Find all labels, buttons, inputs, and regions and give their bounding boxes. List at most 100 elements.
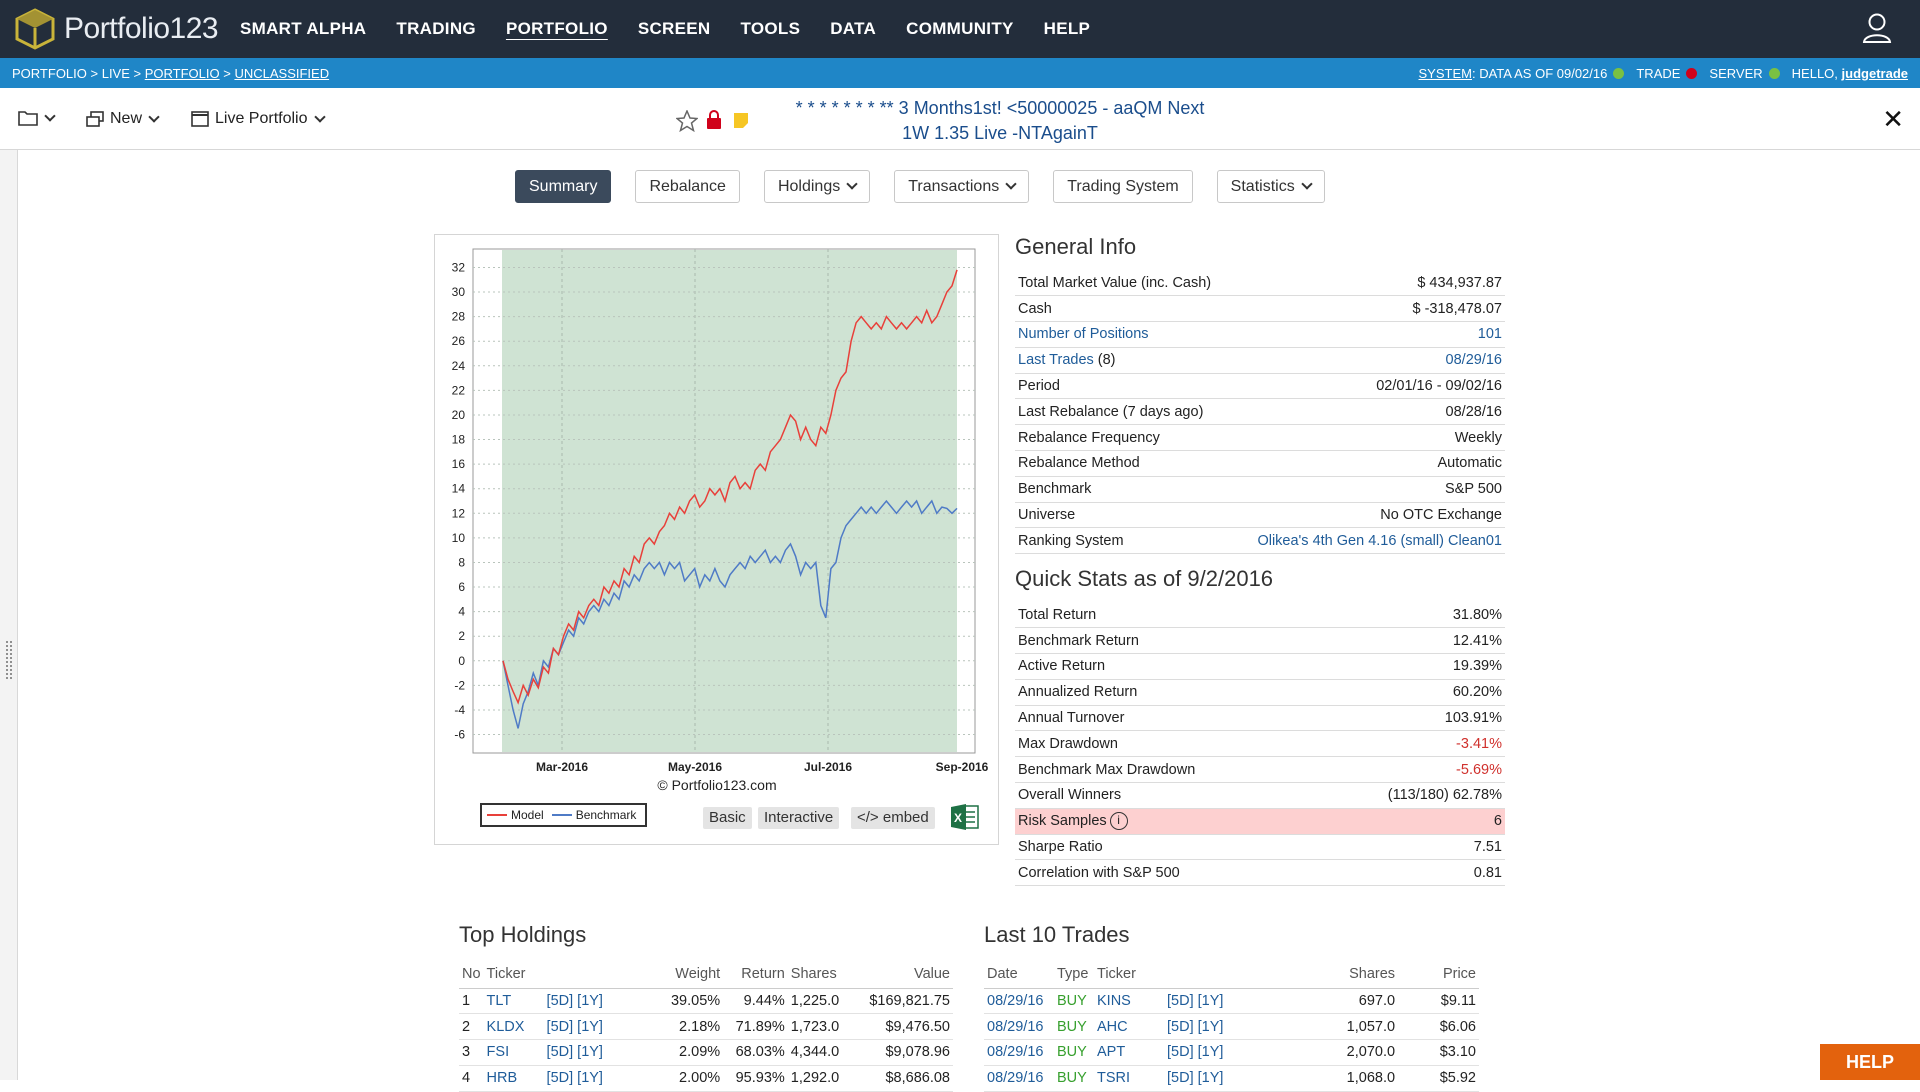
last-trades-title: Last 10 Trades	[984, 922, 1130, 947]
link-5d[interactable]: [5D]	[1167, 992, 1194, 1009]
ticker-link[interactable]: TLT	[483, 988, 544, 1015]
excel-icon[interactable]: X	[950, 803, 980, 831]
trade-date-link[interactable]: 08/29/16	[984, 1013, 1054, 1041]
row-number: 3	[459, 1039, 484, 1066]
note-icon[interactable]	[733, 112, 749, 129]
crumb-sep: >	[129, 66, 145, 81]
link-5d[interactable]: [5D]	[546, 992, 574, 1009]
info-value: 6	[1310, 808, 1505, 835]
ticker-link[interactable]: HRB	[483, 1065, 544, 1092]
embed-button[interactable]: </> embed	[851, 807, 935, 829]
info-label-cell: Sharpe Ratio	[1015, 834, 1311, 861]
star-icon[interactable]	[676, 110, 698, 132]
tab-statistics[interactable]: Statistics	[1216, 170, 1325, 203]
column-header: Type	[1054, 961, 1094, 989]
info-label-cell: Period	[1015, 373, 1232, 400]
info-label-cell: Benchmark Max Drawdown	[1015, 756, 1311, 784]
interactive-chart-button[interactable]: Interactive	[758, 807, 840, 829]
info-icon[interactable]: i	[1109, 812, 1128, 831]
table-header-row: Date Type Ticker Shares Price	[984, 961, 1479, 989]
info-label-cell: Universe	[1015, 502, 1232, 529]
series-line-benchmark	[502, 499, 958, 729]
ticker-link[interactable]: TSRI	[1094, 1065, 1164, 1092]
table-row: 4 HRB [5D] [1Y] 2.00% 95.93% 1,292.0 $8,686.08	[459, 1065, 953, 1092]
lock-icon[interactable]	[706, 110, 722, 130]
link-5d[interactable]: [5D]	[546, 1018, 574, 1035]
info-label: Universe	[1018, 507, 1076, 524]
link-1y[interactable]: [1Y]	[577, 1018, 603, 1035]
nav-item-community[interactable]: COMMUNITY	[906, 19, 1014, 38]
link-5d[interactable]: [5D]	[1167, 1070, 1194, 1087]
price: $3.10	[1398, 1039, 1479, 1066]
crumb-portfolio[interactable]: PORTFOLIO	[12, 66, 87, 81]
crumb-portfolio-link[interactable]: PORTFOLIO	[144, 66, 220, 81]
username-link[interactable]: judgetrade	[1841, 66, 1908, 81]
weight: 2.18%	[658, 1013, 724, 1041]
nav-item-help[interactable]: HELP	[1043, 19, 1091, 38]
crumb-unclassified[interactable]: UNCLASSIFIED	[234, 66, 330, 81]
nav-item-smart-alpha[interactable]: SMART ALPHA	[240, 19, 367, 38]
live-portfolio-button[interactable]: Live Portfolio	[191, 110, 326, 128]
link-1y[interactable]: [1Y]	[1197, 992, 1224, 1009]
chevron-down-icon	[313, 110, 326, 123]
info-row: Active Return 19.39%	[1015, 653, 1505, 680]
column-header: Price	[1398, 961, 1479, 989]
link-1y[interactable]: [1Y]	[1197, 1044, 1224, 1061]
side-panel-handle[interactable]	[0, 150, 18, 1080]
trade-date-link[interactable]: 08/29/16	[984, 988, 1054, 1015]
tab-holdings[interactable]: Holdings	[763, 170, 871, 203]
value: $169,821.75	[851, 988, 953, 1015]
folder-menu-button[interactable]	[18, 109, 56, 126]
info-value[interactable]: 08/29/16	[1231, 347, 1505, 374]
help-button[interactable]: HELP	[1820, 1044, 1920, 1080]
system-link[interactable]: SYSTEM	[1418, 66, 1472, 81]
link-1y[interactable]: [1Y]	[1197, 1018, 1224, 1035]
x-tick-label: May-2016	[668, 760, 722, 774]
link-5d[interactable]: [5D]	[546, 1070, 574, 1087]
tab-rebalance[interactable]: Rebalance	[635, 170, 740, 203]
y-tick-label: 16	[452, 457, 466, 471]
info-value: 31.80%	[1310, 602, 1505, 629]
drag-grip-icon[interactable]	[5, 640, 13, 680]
chart-links: [5D] [1Y]	[543, 1013, 659, 1041]
new-button[interactable]: New	[86, 110, 160, 128]
ticker-link[interactable]: KLDX	[483, 1013, 544, 1041]
tab-summary[interactable]: Summary	[515, 170, 612, 203]
info-row: Rebalance Frequency Weekly	[1015, 424, 1505, 452]
nav-item-portfolio[interactable]: PORTFOLIO	[505, 19, 608, 38]
tab-trading-system[interactable]: Trading System	[1053, 170, 1193, 203]
ticker-link[interactable]: APT	[1094, 1039, 1164, 1066]
link-1y[interactable]: [1Y]	[1197, 1070, 1224, 1087]
y-tick-label: 10	[452, 531, 466, 545]
trade-date-link[interactable]: 08/29/16	[984, 1065, 1054, 1092]
cube-logo-icon	[15, 8, 55, 50]
info-value[interactable]: Olikea's 4th Gen 4.16 (small) Clean01	[1231, 527, 1505, 555]
shares: 1,723.0	[787, 1013, 852, 1041]
link-5d[interactable]: [5D]	[1167, 1044, 1194, 1061]
tab-transactions[interactable]: Transactions	[894, 170, 1030, 203]
link-1y[interactable]: [1Y]	[577, 992, 603, 1009]
info-label[interactable]: Last Trades	[1018, 352, 1094, 369]
link-5d[interactable]: [5D]	[546, 1044, 574, 1061]
basic-chart-button[interactable]: Basic	[703, 807, 752, 829]
nav-item-data[interactable]: DATA	[830, 19, 877, 38]
nav-item-screen[interactable]: SCREEN	[637, 19, 711, 38]
ticker-link[interactable]: AHC	[1094, 1013, 1164, 1041]
y-tick-label: 28	[452, 310, 466, 324]
ticker-link[interactable]: FSI	[483, 1039, 544, 1066]
link-1y[interactable]: [1Y]	[577, 1070, 603, 1087]
portfolio-title: * * * * * * * ** 3 Months1st! <50000025 …	[740, 96, 1260, 146]
info-label[interactable]: Number of Positions	[1018, 326, 1149, 343]
crumb-live[interactable]: LIVE	[101, 66, 130, 81]
link-5d[interactable]: [5D]	[1167, 1018, 1194, 1035]
trade-date-link[interactable]: 08/29/16	[984, 1039, 1054, 1066]
y-tick-label: -6	[454, 728, 465, 742]
user-icon[interactable]	[1862, 12, 1892, 44]
nav-item-tools[interactable]: TOOLS	[740, 19, 801, 38]
info-value[interactable]: 101	[1231, 321, 1505, 348]
link-1y[interactable]: [1Y]	[577, 1044, 603, 1061]
ticker-link[interactable]: KINS	[1094, 988, 1164, 1015]
logo[interactable]: Portfolio123	[14, 8, 219, 50]
close-icon[interactable]: ✕	[1882, 104, 1904, 134]
nav-item-trading[interactable]: TRADING	[396, 19, 476, 38]
